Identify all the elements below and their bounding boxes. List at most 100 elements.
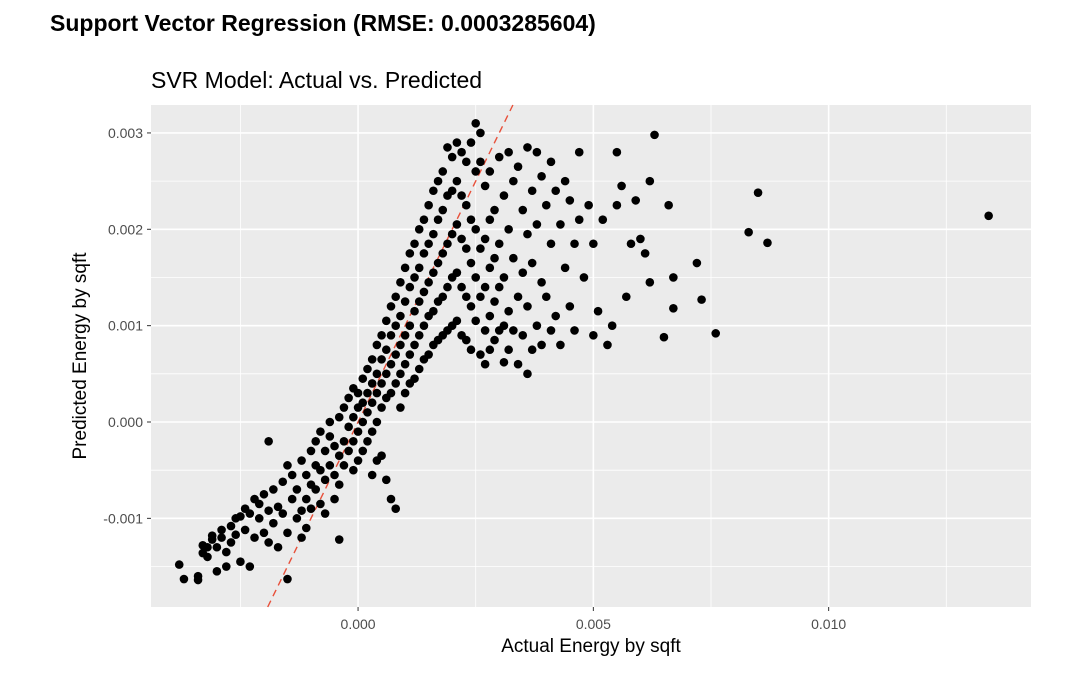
data-point — [494, 239, 504, 249]
data-point — [386, 494, 396, 504]
data-point — [386, 330, 396, 340]
data-point — [358, 446, 368, 456]
data-point — [297, 533, 306, 542]
data-point — [433, 176, 443, 186]
data-point — [480, 234, 490, 244]
data-point — [471, 273, 481, 282]
data-point — [570, 239, 579, 249]
data-point — [269, 518, 278, 528]
data-point — [603, 340, 612, 350]
data-point — [363, 364, 372, 374]
data-point — [485, 345, 495, 355]
data-point — [452, 220, 462, 229]
page-heading: Support Vector Regression (RMSE: 0.00032… — [50, 10, 596, 36]
data-point — [424, 200, 433, 210]
data-point — [292, 514, 302, 523]
data-point — [461, 200, 471, 210]
data-point — [640, 249, 650, 258]
data-point — [349, 465, 358, 475]
data-point — [419, 287, 429, 297]
data-point — [617, 181, 626, 191]
data-point — [396, 369, 405, 379]
data-point — [612, 147, 622, 157]
data-point — [377, 403, 386, 412]
data-point — [560, 176, 570, 186]
data-point — [245, 562, 255, 571]
data-point — [358, 417, 368, 427]
data-point — [306, 504, 316, 514]
data-point — [447, 186, 457, 196]
data-point — [344, 422, 353, 432]
data-point — [461, 335, 471, 345]
data-point — [523, 229, 532, 239]
data-point — [438, 249, 448, 258]
data-point — [400, 330, 410, 340]
data-point — [278, 477, 288, 487]
data-point — [367, 470, 377, 480]
data-point — [301, 494, 311, 504]
data-point — [231, 530, 241, 540]
data-point — [513, 359, 523, 369]
x-tick-label: 0.000 — [341, 616, 376, 632]
data-point — [367, 355, 377, 364]
data-point — [461, 244, 471, 253]
data-point — [476, 292, 485, 302]
data-point — [509, 176, 518, 186]
data-point — [457, 147, 466, 157]
data-point — [203, 552, 212, 562]
data-point — [659, 332, 669, 342]
data-point — [236, 512, 245, 521]
data-point — [466, 258, 476, 268]
data-points — [174, 119, 993, 585]
data-point — [476, 157, 485, 167]
data-point — [363, 408, 372, 417]
data-point — [631, 196, 641, 205]
plot-panel — [151, 105, 1031, 607]
data-point — [424, 239, 433, 249]
data-point — [405, 249, 415, 258]
data-point — [452, 138, 462, 147]
data-point — [494, 282, 504, 292]
x-tick-label: 0.005 — [576, 616, 611, 632]
data-point — [301, 470, 311, 480]
grid-lines — [151, 105, 1031, 607]
data-point — [626, 239, 636, 249]
data-point — [386, 388, 396, 398]
data-point — [391, 504, 401, 514]
data-point — [316, 465, 325, 475]
data-point — [405, 350, 415, 359]
data-point — [438, 167, 448, 176]
data-point — [598, 215, 608, 224]
data-point — [330, 441, 339, 451]
data-point — [311, 436, 321, 446]
data-point — [532, 147, 542, 157]
data-point — [358, 374, 368, 383]
data-point — [316, 499, 325, 509]
data-point — [527, 345, 537, 355]
data-point — [287, 494, 297, 504]
data-point — [471, 167, 481, 176]
data-point — [457, 234, 466, 244]
data-point — [353, 427, 363, 436]
data-point — [372, 417, 382, 427]
data-point — [490, 205, 499, 215]
data-point — [504, 345, 513, 355]
data-point — [334, 535, 344, 544]
data-point — [400, 263, 410, 273]
data-point — [692, 258, 702, 268]
data-point — [490, 297, 499, 306]
y-tick-label: 0.003 — [108, 125, 143, 141]
data-point — [504, 306, 513, 316]
data-point — [264, 436, 273, 446]
data-point — [396, 340, 405, 350]
data-point — [367, 398, 377, 408]
data-point — [504, 147, 513, 157]
data-point — [273, 542, 283, 552]
data-point — [636, 234, 645, 244]
data-point — [485, 167, 495, 176]
data-point — [565, 302, 575, 311]
data-point — [334, 451, 344, 461]
data-point — [391, 321, 401, 330]
data-point — [461, 292, 471, 302]
data-point — [480, 181, 490, 191]
